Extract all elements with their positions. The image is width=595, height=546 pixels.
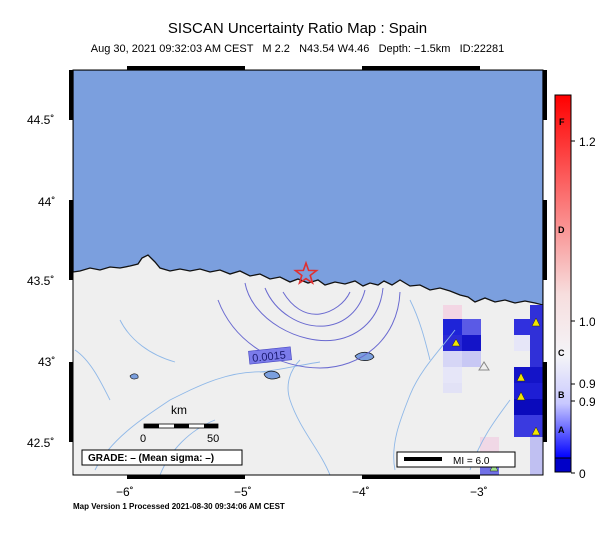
- scale-bar-title: km: [171, 403, 187, 417]
- lon-label: −6˚: [116, 485, 134, 499]
- colorbar-gradient: [554, 94, 572, 459]
- mi-bar: [404, 457, 442, 461]
- scale-bar-min: 0: [140, 433, 146, 445]
- rivers: [74, 299, 511, 475]
- grade-box: [81, 449, 243, 466]
- colorbar-letter: D: [558, 225, 565, 235]
- lat-label: 42.5˚: [27, 436, 54, 450]
- contour-label-box: [248, 346, 292, 365]
- colorbar-letter: C: [558, 348, 565, 358]
- colorbar-letter: B: [558, 390, 565, 400]
- lake: [263, 370, 281, 380]
- colorbar-value: 1.2: [579, 135, 595, 149]
- colorbar: F D C B A 1.2 1.0 0.9 0.9 0: [554, 94, 595, 481]
- lon-label: −3˚: [470, 485, 488, 499]
- colorbar-value: 0.9: [579, 377, 595, 391]
- contour-label: 0.0015: [252, 349, 287, 364]
- event-summary: Aug 30, 2021 09:32:03 AM CEST M 2.2 N43.…: [90, 43, 505, 55]
- lon-label: −5˚: [234, 485, 252, 499]
- uncertainty-cells: [443, 305, 543, 475]
- colorbar-letter: A: [558, 425, 565, 435]
- mi-text: MI = 6.0: [453, 456, 490, 467]
- lat-label: 44˚: [38, 195, 55, 209]
- epicenter-star: [293, 260, 319, 285]
- colorbar-value: 0: [579, 467, 586, 481]
- grade-text: GRADE: – (Mean sigma: –): [88, 453, 214, 464]
- colorbar-letter: F: [559, 117, 565, 127]
- lake: [129, 373, 139, 380]
- lat-label: 44.5˚: [27, 113, 54, 127]
- lon-label: −4˚: [352, 485, 370, 499]
- colorbar-value: 1.0: [579, 315, 595, 329]
- uncertainty-contours: [217, 282, 401, 369]
- scale-bar-max: 50: [207, 433, 219, 445]
- sea-area: [73, 70, 543, 306]
- longitude-labels: −6˚ −5˚ −4˚ −3˚: [116, 485, 488, 499]
- lat-label: 43.5˚: [27, 274, 54, 288]
- colorbar-floor: [554, 457, 572, 473]
- scale-bar: km 0 50: [140, 403, 219, 445]
- mi-box: [396, 451, 516, 468]
- lat-label: 43˚: [38, 355, 55, 369]
- processing-footer: Map Version 1 Processed 2021-08-30 09:34…: [73, 502, 285, 511]
- colorbar-value: 0.9: [579, 395, 595, 409]
- frame-bars: [69, 66, 547, 479]
- latitude-labels: 44.5˚ 44˚ 43.5˚ 43˚ 42.5˚: [27, 113, 55, 450]
- map-title: SISCAN Uncertainty Ratio Map : Spain: [167, 20, 428, 37]
